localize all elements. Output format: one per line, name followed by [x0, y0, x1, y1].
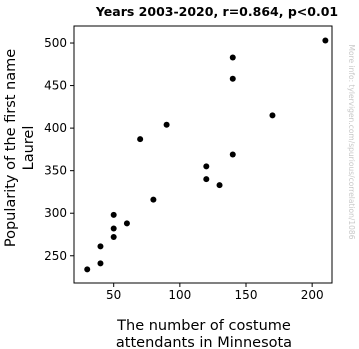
watermark: More info: tylervigen.com/spurious/corre… [347, 45, 356, 240]
data-point [110, 225, 117, 232]
chart-title: Years 2003-2020, r=0.864, p<0.01 [95, 4, 338, 19]
data-point [322, 37, 329, 44]
y-tick-label: 450 [44, 79, 67, 93]
y-axis-label-line-1: Popularity of the first name [3, 49, 19, 247]
data-point [110, 211, 117, 218]
plot-area [73, 25, 333, 284]
data-point [229, 54, 236, 61]
x-axis-label-line-1: The number of costume [116, 318, 291, 334]
y-axis-label-line-2: Laurel [21, 126, 37, 171]
data-point [123, 220, 130, 227]
data-points [84, 37, 329, 273]
x-tick-label: 200 [301, 288, 324, 302]
data-point [203, 163, 210, 170]
data-point [163, 121, 170, 128]
y-tick-label: 500 [44, 36, 67, 50]
y-tick-label: 250 [44, 249, 67, 263]
data-point [110, 234, 117, 241]
y-tick-label: 350 [44, 164, 67, 178]
data-point [269, 112, 276, 119]
data-point [229, 75, 236, 82]
x-tick-label: 150 [235, 288, 258, 302]
data-point [84, 266, 91, 273]
x-axis-ticks: 50 100 150 200 [106, 283, 324, 302]
x-tick-label: 100 [168, 288, 191, 302]
data-point [216, 182, 223, 189]
y-tick-label: 300 [44, 206, 67, 220]
data-point [97, 243, 104, 250]
data-point [150, 196, 157, 203]
x-axis-label-line-2: attendants in Minnesota [116, 335, 292, 349]
data-point [97, 260, 104, 267]
x-tick-label: 50 [106, 288, 121, 302]
y-tick-label: 400 [44, 121, 67, 135]
data-point [137, 136, 144, 143]
data-point [203, 176, 210, 183]
data-point [229, 151, 236, 158]
y-axis-ticks: 250 300 350 400 450 500 [44, 36, 74, 263]
